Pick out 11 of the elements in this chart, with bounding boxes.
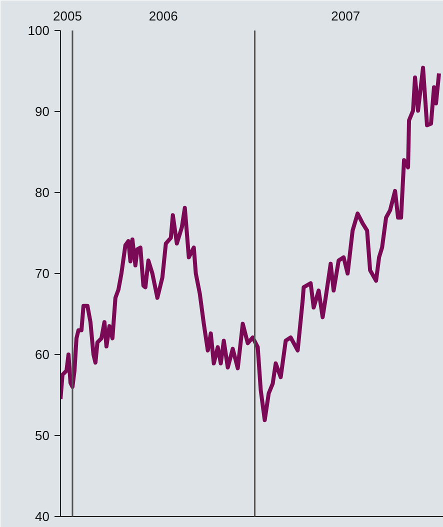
x-tick-label: 2005 xyxy=(53,8,82,24)
x-tick-label: 2006 xyxy=(148,8,178,24)
y-tick-label: 100 xyxy=(28,23,50,38)
line-series xyxy=(60,66,442,422)
y-tick-label: 40 xyxy=(35,509,50,524)
y-tick-label: 70 xyxy=(35,266,50,281)
y-tick-label: 80 xyxy=(35,185,50,200)
y-tick-label: 90 xyxy=(35,104,50,119)
y-tick-label: 60 xyxy=(35,347,50,362)
x-tick-label: 2007 xyxy=(331,8,360,24)
y-tick-label: 50 xyxy=(35,428,50,443)
